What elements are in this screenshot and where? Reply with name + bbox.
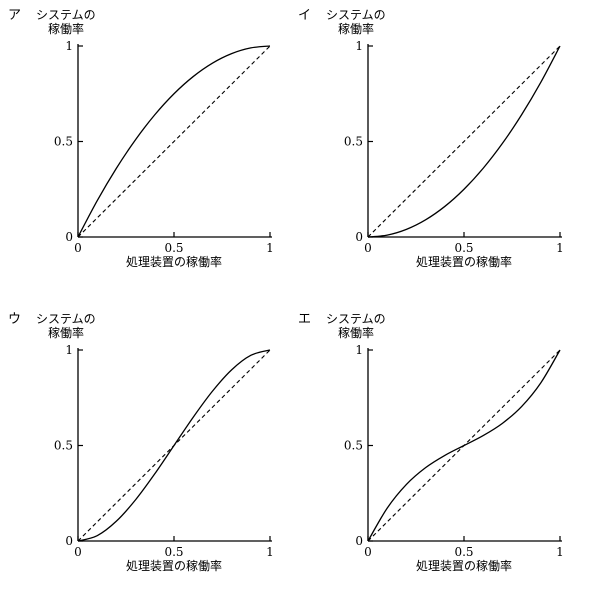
y-tick-label: 0.5 bbox=[54, 439, 73, 453]
y-tick-label: 1 bbox=[65, 39, 73, 53]
y-axis-title: システムの bbox=[326, 8, 386, 22]
y-axis-title: 稼働率 bbox=[48, 21, 84, 36]
y-tick-label: 1 bbox=[355, 39, 363, 53]
x-axis-title: 処理装置の稼働率 bbox=[416, 254, 512, 269]
reference-diagonal-line bbox=[77, 349, 271, 542]
reference-diagonal-line bbox=[367, 45, 561, 238]
y-tick-label: 0.5 bbox=[344, 439, 363, 453]
panel-label: イ bbox=[298, 8, 311, 23]
x-tick-label: 0.5 bbox=[164, 545, 183, 559]
x-tick-label: 1 bbox=[556, 545, 564, 559]
x-tick-label: 0 bbox=[364, 545, 372, 559]
y-tick-label: 0 bbox=[355, 230, 363, 244]
x-tick-label: 1 bbox=[266, 545, 274, 559]
y-tick-label: 1 bbox=[65, 343, 73, 357]
y-axis-title: 稼働率 bbox=[338, 325, 374, 340]
panel-label: エ bbox=[298, 312, 311, 327]
y-tick-label: 0 bbox=[65, 534, 73, 548]
y-tick-label: 0 bbox=[65, 230, 73, 244]
panel-label: ウ bbox=[8, 312, 21, 327]
x-axis-title: 処理装置の稼働率 bbox=[126, 254, 222, 269]
y-tick-label: 0 bbox=[355, 534, 363, 548]
reference-diagonal-line bbox=[77, 45, 271, 238]
y-axis-title: 稼働率 bbox=[338, 21, 374, 36]
x-tick-label: 0 bbox=[364, 241, 372, 255]
y-axis-title: システムの bbox=[36, 8, 96, 22]
x-tick-label: 1 bbox=[556, 241, 564, 255]
x-tick-label: 0 bbox=[74, 545, 82, 559]
x-tick-label: 0.5 bbox=[454, 241, 473, 255]
y-tick-label: 0.5 bbox=[54, 135, 73, 149]
availability-curve bbox=[367, 45, 561, 238]
y-axis-title: システムの bbox=[36, 312, 96, 326]
panel-label: ア bbox=[8, 8, 21, 23]
y-axis-title: 稼働率 bbox=[48, 325, 84, 340]
y-axis-title: システムの bbox=[326, 312, 386, 326]
x-tick-label: 1 bbox=[266, 241, 274, 255]
availability-curve bbox=[77, 45, 271, 238]
y-tick-label: 0.5 bbox=[344, 135, 363, 149]
x-tick-label: 0 bbox=[74, 241, 82, 255]
x-axis-title: 処理装置の稼働率 bbox=[126, 558, 222, 573]
y-tick-label: 1 bbox=[355, 343, 363, 357]
x-tick-label: 0.5 bbox=[454, 545, 473, 559]
reference-diagonal-line bbox=[367, 349, 561, 542]
x-axis-title: 処理装置の稼働率 bbox=[416, 558, 512, 573]
x-tick-label: 0.5 bbox=[164, 241, 183, 255]
